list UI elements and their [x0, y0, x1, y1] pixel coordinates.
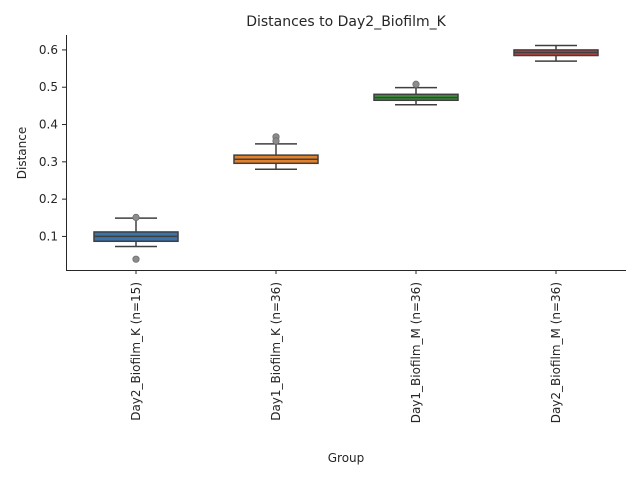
box-group [233, 133, 319, 171]
x-ticks: Day2_Biofilm_K (n=15) Day1_Biofilm_K (n=3… [129, 270, 563, 423]
x-tick-label: Day2_Biofilm_M (n=36) [549, 282, 563, 423]
x-tick-label: Day1_Biofilm_M (n=36) [409, 282, 423, 423]
outlier-point [132, 213, 140, 222]
y-ticks: 0.1 0.2 0.3 0.4 0.5 0.6 [39, 43, 66, 243]
chart-title: Distances to Day2_Biofilm_K [246, 14, 446, 30]
x-axis-label: Group [328, 451, 365, 465]
box-group [93, 213, 179, 263]
outlier-point [132, 255, 140, 263]
outlier-point [272, 137, 280, 145]
y-tick-label: 0.1 [39, 229, 58, 243]
box-group [373, 80, 459, 106]
y-tick-label: 0.4 [39, 118, 58, 132]
y-tick-label: 0.6 [39, 43, 58, 57]
y-tick-label: 0.2 [39, 192, 58, 206]
box-group [513, 44, 599, 62]
boxes [93, 44, 599, 263]
y-axis-label: Distance [15, 127, 29, 179]
outlier-point [412, 80, 420, 88]
y-tick-label: 0.3 [39, 155, 58, 169]
x-tick-label: Day2_Biofilm_K (n=15) [129, 282, 143, 421]
x-tick-label: Day1_Biofilm_K (n=36) [269, 282, 283, 421]
y-tick-label: 0.5 [39, 80, 58, 94]
